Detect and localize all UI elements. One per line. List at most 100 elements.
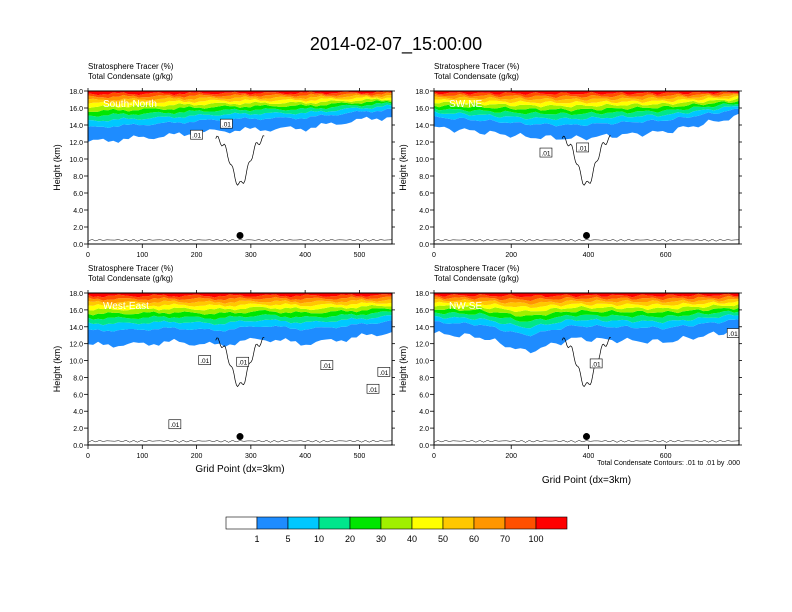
panel-south-north: Stratosphere Tracer (%)Total Condensate … [52,62,395,259]
plot-frame [433,90,740,245]
tracer-band-20 [88,308,392,320]
x-tick-label: 500 [354,453,366,460]
tracer-band-10 [434,103,739,121]
tracer-band-50 [434,298,739,308]
tracer-band-40 [434,95,739,108]
contour-label-text: .01 [578,145,587,152]
tracer-band-1 [88,108,392,143]
contour-label-box [377,367,391,377]
tracer-band-100 [88,91,392,96]
contour-label: .01 [576,142,589,152]
surface-contour [434,440,739,443]
y-tick-label: 18.0 [415,291,429,298]
y-tick-label: 10.0 [415,359,429,366]
tracer-units-label: Stratosphere Tracer (%) [434,264,520,273]
contour-label-text: .01 [541,151,550,158]
tracer-band-50 [88,94,392,105]
y-tick-label: 18.0 [415,89,429,96]
y-tick-label: 12.0 [415,342,429,349]
contour-label-text: .01 [192,133,201,140]
tracer-band-60 [88,296,392,304]
tracer-band-60 [434,93,739,101]
y-axis-label: Height (km) [398,144,408,191]
colorbar-swatch [256,516,289,530]
x-tick-label: 0 [432,453,436,460]
tracer-band-10 [88,102,392,122]
contour-label-text: .01 [238,360,247,367]
plot-area: .01 .01 [88,91,392,244]
panel-title: South-North [103,99,157,110]
tracer-band-20 [434,307,739,322]
contour-label-box [726,328,739,338]
tracer-band-10 [434,310,739,329]
tracer-band-40 [88,96,392,109]
panel-nw-se: Stratosphere Tracer (%)Total Condensate … [398,264,742,486]
condensate-units-label: Total Condensate (g/kg) [434,72,519,81]
condensate-contour [215,336,265,388]
surface-contour [434,239,739,242]
tracer-band-10 [88,311,392,326]
tracer-band-5 [434,314,739,337]
x-axis-label: Grid Point (dx=3km) [542,475,631,486]
tracer-band-70 [88,91,392,99]
colorbar-swatch [442,516,475,530]
x-tick-label: 0 [86,252,90,259]
x-tick-label: 200 [191,453,203,460]
contour-label-box [366,383,380,394]
contour-label: .01 [589,358,603,369]
y-tick-label: 4.0 [73,409,83,416]
colorbar-swatch [287,516,320,530]
y-tick-label: 10.0 [69,157,83,164]
colorbar-swatch [411,516,444,530]
y-tick-label: 2.0 [419,225,429,232]
condensate-contour [215,135,265,186]
colorbar-label: 10 [314,534,324,544]
y-axis-label: Height (km) [52,346,62,393]
colorbar-swatch [473,516,506,530]
y-tick-label: 0.0 [73,443,83,450]
x-tick-label: 400 [299,453,311,460]
tracer-band-50 [88,299,392,307]
contour-label: .01 [539,147,553,158]
contour-label-text: .01 [170,422,179,429]
colorbar-label: 50 [438,534,448,544]
y-tick-label: 8.0 [73,174,83,181]
plot-area: .01 .01 [434,293,739,445]
panel-sw-ne: Stratosphere Tracer (%)Total Condensate … [398,62,742,259]
y-tick-label: 18.0 [69,291,83,298]
contour-label-box [220,118,233,129]
contour-label-text: .01 [729,331,738,338]
x-tick-label: 600 [660,453,672,460]
tracer-band-30 [434,303,739,317]
plot-frame [87,90,393,245]
y-tick-label: 12.0 [69,342,83,349]
contour-label-box [589,358,603,369]
condensate-contour [561,135,612,186]
y-tick-label: 2.0 [73,225,83,232]
colorbar: 1 5 10 20 30 40 50 60 70 100 [225,516,568,544]
y-tick-label: 8.0 [419,174,429,181]
panel-title: NW-SE [449,301,482,312]
colorbar-label: 5 [285,534,290,544]
tracer-band-70 [88,294,392,301]
y-tick-label: 6.0 [73,191,83,198]
y-tick-label: 4.0 [419,409,429,416]
tracer-band-1 [434,319,739,354]
colorbar-swatch [504,516,537,530]
colorbar-swatch [380,516,413,530]
tracer-band-40 [88,302,392,311]
surface-contour [88,440,392,443]
y-tick-label: 16.0 [415,308,429,315]
colorbar-label: 60 [469,534,479,544]
colorbar-label: 30 [376,534,386,544]
y-tick-label: 8.0 [419,375,429,382]
tracer-band-5 [88,315,392,332]
tracer-band-5 [88,104,392,128]
contour-label-box [539,147,553,158]
tracer-band-5 [434,106,739,127]
y-tick-label: 16.0 [69,106,83,113]
contour-label-text: .01 [592,361,601,368]
y-tick-label: 6.0 [73,392,83,399]
location-marker [236,232,244,239]
